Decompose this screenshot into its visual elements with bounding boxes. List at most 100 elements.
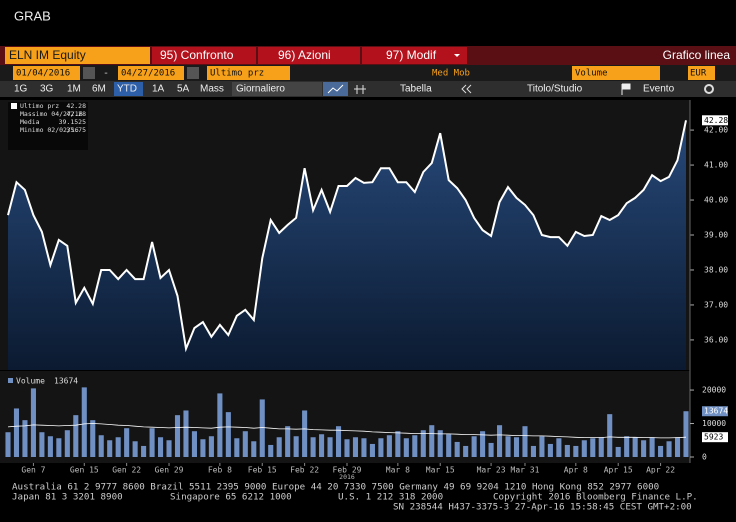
period-button[interactable]: 6M xyxy=(92,84,106,95)
period-buttons: 1G 3G 1M 6M YTD 1A 5A Mass xyxy=(14,84,224,95)
period-button[interactable]: YTD xyxy=(117,84,137,95)
volume-bar xyxy=(437,430,443,457)
table-button[interactable]: Tabella xyxy=(400,84,432,95)
last-price-label: 42.28 xyxy=(704,116,728,125)
x-tick-label: Mar 8 xyxy=(386,466,410,475)
volume-bar xyxy=(115,437,121,457)
frequency-select[interactable] xyxy=(232,82,322,96)
footer-line: Copyright 2016 Bloomberg Finance L.P. xyxy=(493,492,698,503)
volume-bar xyxy=(225,412,231,457)
volume-bar xyxy=(251,441,257,457)
separator: - xyxy=(103,68,109,79)
settings-icon[interactable] xyxy=(704,84,714,94)
chart-type: Grafico linea xyxy=(663,48,731,62)
volume-bar xyxy=(344,439,350,457)
volume-bar xyxy=(64,430,70,457)
currency: EUR xyxy=(690,69,707,79)
volume-bar xyxy=(158,437,164,457)
volume-bar xyxy=(641,440,647,457)
study[interactable]: Med Mob xyxy=(432,69,470,79)
price-chart: 36.0037.0038.0039.0040.0041.0042.0042.28… xyxy=(7,100,728,481)
legend-value: 13674 xyxy=(54,377,78,386)
x-tick-label: Gen 22 xyxy=(112,466,141,475)
last-value-box xyxy=(702,406,728,417)
ticker-box[interactable] xyxy=(5,47,150,64)
volume-bar xyxy=(183,410,189,457)
last-value-label: 13674 xyxy=(704,407,728,416)
volume-bar xyxy=(310,437,316,457)
currency-select[interactable] xyxy=(688,66,715,80)
x-tick-label: Mar 15 xyxy=(426,466,455,475)
volume-bar xyxy=(463,445,469,457)
selected-period xyxy=(114,82,143,96)
volume-bar xyxy=(598,437,604,457)
x-tick-label: Gen 15 xyxy=(70,466,99,475)
y-tick-label: 41.00 xyxy=(704,161,728,170)
x-tick-label: Feb 22 xyxy=(290,466,319,475)
y-tick-label: 40.00 xyxy=(704,196,728,205)
volume-bar xyxy=(5,432,11,457)
volume-bar xyxy=(607,414,613,457)
volume-bar xyxy=(22,420,28,457)
legend-value: 42.28 xyxy=(66,110,86,118)
last-value-box xyxy=(702,432,728,443)
period-button[interactable]: 3G xyxy=(40,84,54,95)
x-tick-label: Mar 23 xyxy=(477,466,506,475)
volume-bar xyxy=(39,432,45,457)
legend-swatch xyxy=(8,378,13,383)
volume-bar xyxy=(581,440,587,457)
volume-bar xyxy=(632,437,638,457)
period-button[interactable]: 5A xyxy=(177,84,190,95)
back-icon[interactable] xyxy=(461,84,472,94)
volume-bar xyxy=(573,445,579,457)
field-select[interactable] xyxy=(207,66,290,80)
line-icon xyxy=(327,84,344,94)
button[interactable] xyxy=(258,47,360,64)
volume-bar xyxy=(47,436,53,457)
y-tick-label: 0 xyxy=(702,453,707,462)
volume-bar xyxy=(293,436,299,457)
period-button[interactable]: 1G xyxy=(14,84,28,95)
volume-bar xyxy=(285,426,291,457)
x-tick-label: Gen 7 xyxy=(21,466,45,475)
calendar-icon[interactable] xyxy=(187,67,199,79)
calendar-icon[interactable] xyxy=(83,67,95,79)
volume-bar xyxy=(200,439,206,457)
window-title: GRAB xyxy=(14,8,51,23)
x-tick-label: Mar 31 xyxy=(511,466,540,475)
button[interactable] xyxy=(152,47,256,64)
volume-bar xyxy=(132,441,138,457)
toolbar-3 xyxy=(0,81,736,97)
crosshair-icon[interactable] xyxy=(354,85,366,94)
footer-line: Singapore 65 6212 1000 xyxy=(170,492,292,503)
legend-label: Massimo 04/27/16 xyxy=(20,110,83,118)
legend-label: Media xyxy=(20,118,40,126)
volume-bar xyxy=(480,431,486,457)
volume-bar xyxy=(564,444,570,457)
line-tool[interactable] xyxy=(323,82,348,96)
footer-line: U.S. 1 212 318 2000 xyxy=(338,492,443,503)
legend-label: Ultimo prz xyxy=(20,102,59,110)
lower-field: Volume xyxy=(575,69,608,79)
volume-bar xyxy=(149,428,155,457)
period-button[interactable]: 1M xyxy=(67,84,81,95)
volume-bar xyxy=(13,408,20,457)
y-tick-label: 37.00 xyxy=(704,300,728,309)
footer-line: Australia 61 2 9777 8600 Brazil 5511 239… xyxy=(12,482,659,493)
x-tick-label: Apr 15 xyxy=(604,466,633,475)
period-button[interactable]: 1A xyxy=(152,84,165,95)
period-button[interactable]: Mass xyxy=(200,84,224,95)
volume-bar xyxy=(166,440,172,457)
volume-chart: 0 10000 20000 13674 5923 xyxy=(5,386,728,462)
button[interactable] xyxy=(362,47,467,64)
event-button[interactable]: Evento xyxy=(643,84,675,95)
last-price-box xyxy=(702,115,728,126)
volume-bar xyxy=(56,438,62,457)
volume-bar xyxy=(378,438,384,457)
study-button[interactable]: Titolo/Studio xyxy=(527,84,583,95)
date-input[interactable] xyxy=(13,66,80,80)
lower-select[interactable] xyxy=(572,66,660,80)
date-input[interactable] xyxy=(118,66,184,80)
